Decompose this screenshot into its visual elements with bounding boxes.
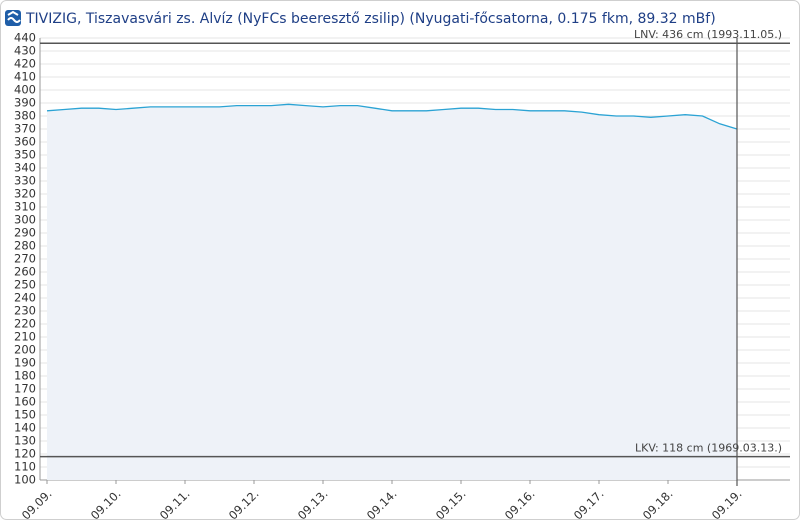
chart-title: TIVIZIG, Tiszavasvári zs. Alvíz (NyFCs b… <box>25 11 716 27</box>
y-tick-label: 290 <box>14 226 36 240</box>
y-tick-label: 260 <box>14 265 36 279</box>
y-tick-label: 380 <box>14 109 36 123</box>
y-tick-label: 220 <box>14 317 36 331</box>
y-tick-label: 420 <box>14 57 36 71</box>
y-tick-label: 180 <box>14 369 36 383</box>
line <box>46 103 738 130</box>
y-tick-label: 310 <box>14 200 36 214</box>
reference-label: LNV: 436 cm (1993.11.05.) <box>634 28 782 41</box>
y-tick-label: 430 <box>14 44 36 58</box>
y-tick-label: 390 <box>14 96 36 110</box>
y-tick-label: 190 <box>14 356 36 370</box>
y-tick-label: 200 <box>14 343 36 357</box>
y-tick-label: 210 <box>14 330 36 344</box>
y-tick-label: 160 <box>14 395 36 409</box>
y-tick-label: 150 <box>14 408 36 422</box>
y-tick-label: 340 <box>14 161 36 175</box>
y-tick-label: 100 <box>14 473 36 487</box>
y-tick-label: 410 <box>14 70 36 84</box>
y-tick-label: 130 <box>14 434 36 448</box>
y-tick-label: 270 <box>14 252 36 266</box>
y-tick-label: 370 <box>14 122 36 136</box>
y-tick-label: 330 <box>14 174 36 188</box>
y-tick-label: 320 <box>14 187 36 201</box>
y-tick-label: 140 <box>14 421 36 435</box>
y-tick-label: 350 <box>14 148 36 162</box>
y-tick-label: 110 <box>14 460 36 474</box>
y-tick-label: 280 <box>14 239 36 253</box>
y-tick-label: 230 <box>14 304 36 318</box>
area <box>47 104 737 481</box>
reference-label: LKV: 118 cm (1969.03.13.) <box>635 442 782 455</box>
y-tick-label: 250 <box>14 278 36 292</box>
y-tick-label: 300 <box>14 213 36 227</box>
logo <box>5 10 21 26</box>
y-tick-label: 170 <box>14 382 36 396</box>
y-tick-label: 120 <box>14 447 36 461</box>
y-tick-label: 240 <box>14 291 36 305</box>
y-tick-label: 360 <box>14 135 36 149</box>
y-tick-label: 440 <box>14 31 36 45</box>
y-tick-label: 400 <box>14 83 36 97</box>
